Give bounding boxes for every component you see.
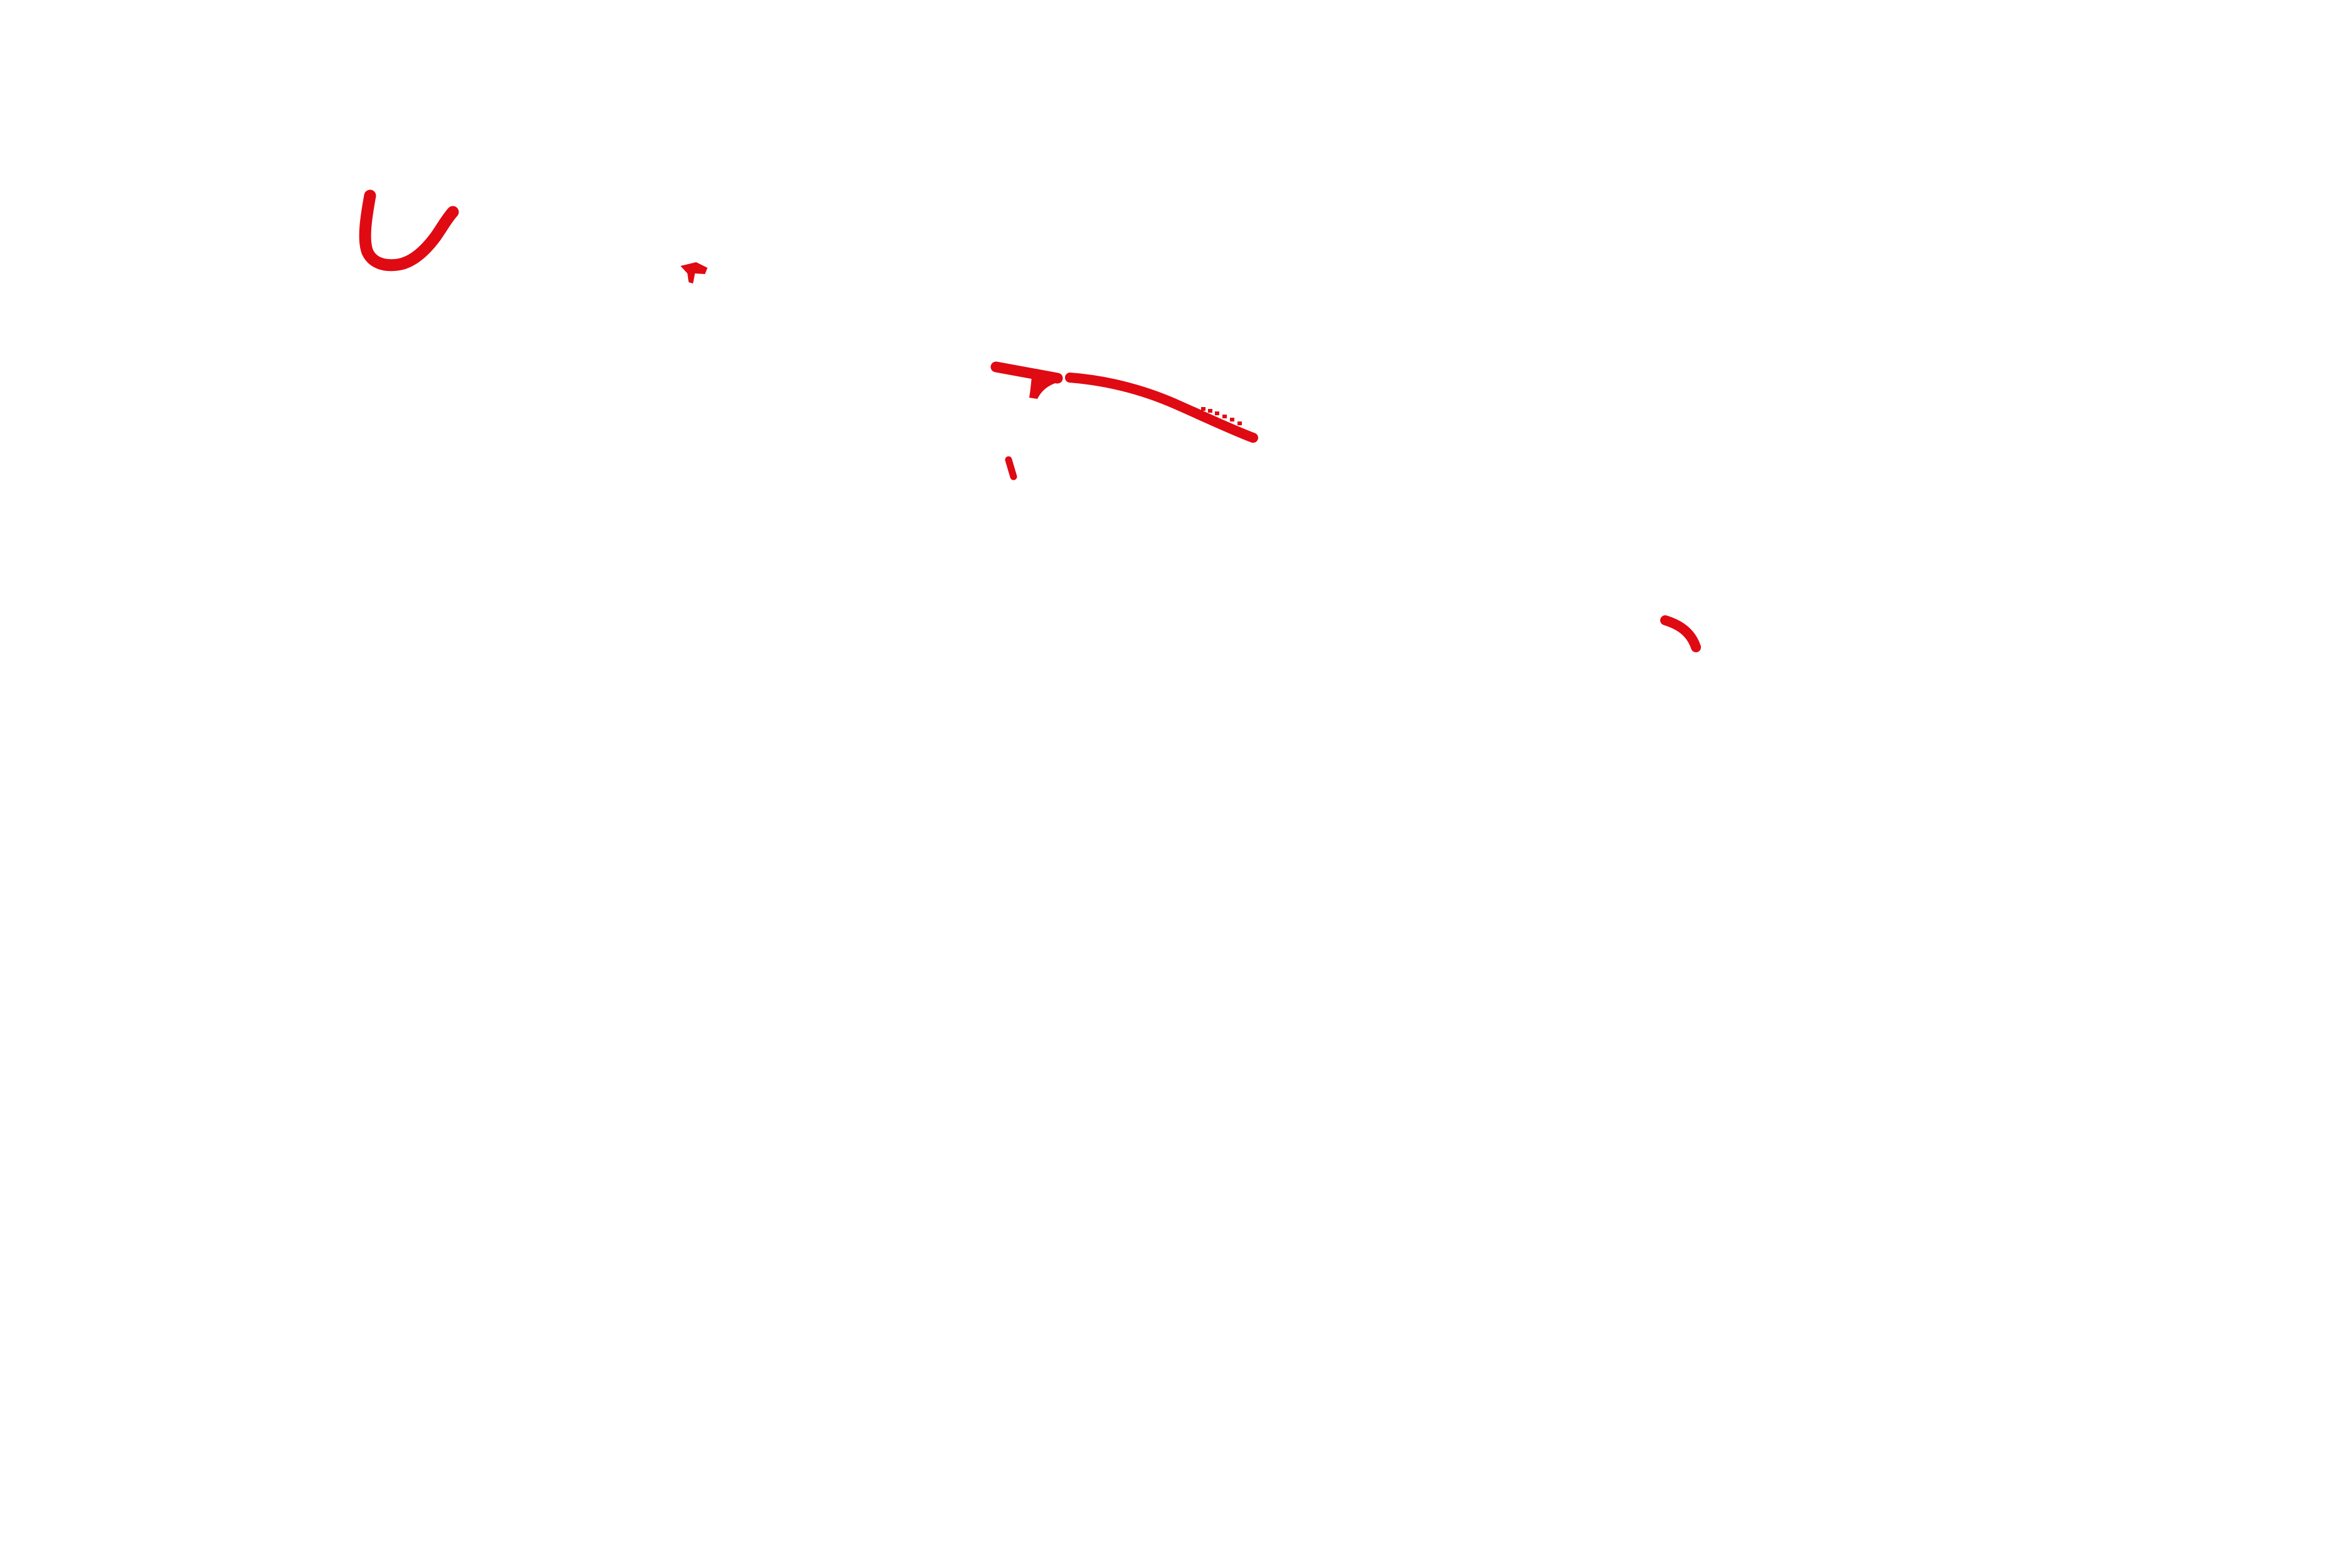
long-sweeping-arc bbox=[1065, 373, 1258, 443]
short-bar-stroke bbox=[990, 361, 1063, 384]
arc-serration-marks bbox=[1201, 407, 1242, 425]
u-hook-stroke bbox=[359, 189, 459, 272]
slanted-tick-mark bbox=[1005, 456, 1017, 480]
arrowhead-barb bbox=[1029, 376, 1062, 399]
wedge-tick-mark bbox=[681, 262, 707, 283]
stroke-group bbox=[359, 189, 1701, 652]
right-curved-arc bbox=[1660, 615, 1701, 652]
